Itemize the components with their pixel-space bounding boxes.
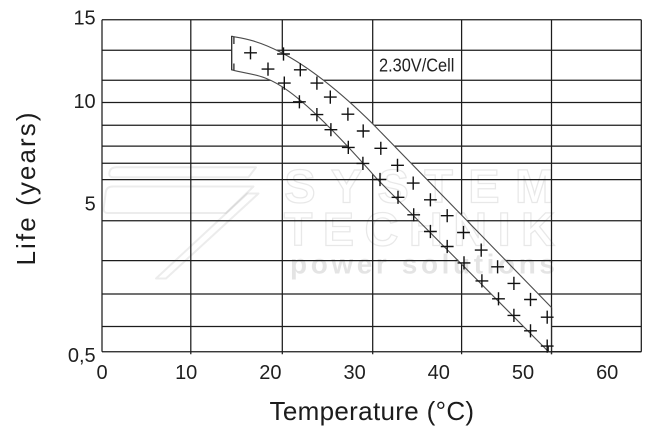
svg-text:20: 20 — [259, 362, 281, 384]
svg-text:2.30V/Cell: 2.30V/Cell — [379, 56, 454, 76]
svg-text:0: 0 — [96, 362, 107, 384]
svg-text:5: 5 — [85, 194, 96, 216]
svg-text:10: 10 — [73, 91, 95, 113]
svg-text:30: 30 — [343, 362, 365, 384]
svg-text:10: 10 — [175, 362, 197, 384]
svg-text:0,5: 0,5 — [68, 345, 96, 367]
svg-text:TECHNIK: TECHNIK — [284, 203, 555, 256]
svg-text:15: 15 — [73, 7, 95, 29]
svg-text:60: 60 — [596, 362, 618, 384]
svg-text:power solutions: power solutions — [290, 248, 555, 279]
svg-text:Temperature (°C): Temperature (°C) — [269, 396, 474, 426]
svg-text:40: 40 — [428, 362, 450, 384]
svg-text:50: 50 — [512, 362, 534, 384]
